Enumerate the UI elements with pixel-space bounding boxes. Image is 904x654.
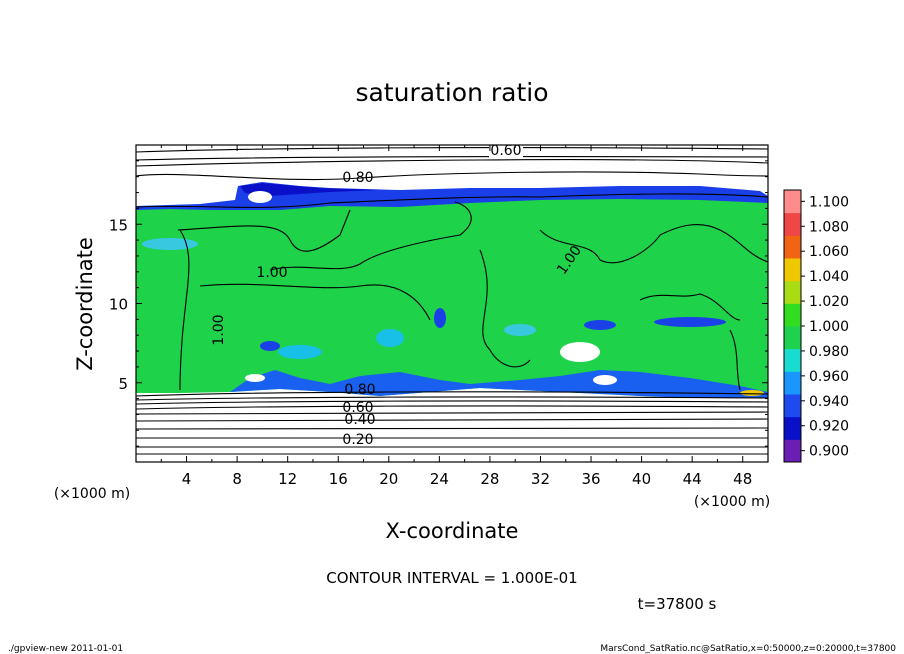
white-patch-3 [245,374,265,382]
heatmap-field: 0.600.801.001.001.000.800.600.400.20 [136,143,768,462]
blue-patch-3 [654,317,726,327]
blue-patch-2 [584,320,616,330]
x-tick-label: 28 [480,470,499,488]
colorbar-label: 1.040 [809,269,849,285]
x-tick-label: 4 [182,470,192,488]
blue-patch-1 [260,341,280,351]
colorbar-label: 0.920 [809,419,849,435]
contour-label: 0.40 [344,412,375,428]
contour-label-group: 0.60 [342,400,373,416]
footer-left: ./gpview-new 2011-01-01 [8,644,123,654]
colorbar-swatch [784,190,801,214]
contour-label: 1.00 [256,265,287,281]
contour-label: 0.20 [342,432,373,448]
contour-label-group: 0.80 [342,170,373,186]
blue-patch-4 [434,308,446,328]
white-patch-1 [560,342,600,362]
y-axis-unit: (×1000 m) [54,486,130,502]
colorbar-label: 1.000 [809,319,849,335]
colorbar-swatch [784,280,801,304]
white-patch-2 [593,375,617,385]
field-upper-band-dark [240,183,380,196]
x-tick-label: 20 [379,470,398,488]
colorbar-label: 1.020 [809,294,849,310]
cyan-patch-2 [278,345,322,359]
colorbar-swatch [784,371,801,395]
field-upper-gap [248,191,272,203]
colorbar-swatch [784,439,801,463]
x-tick-label: 16 [329,470,348,488]
x-tick-label: 32 [531,470,550,488]
colorbar-label: 1.100 [809,194,849,210]
contour-label-group: 1.00 [211,314,227,345]
y-axis-ticks: 5 10 15 [109,160,768,447]
contour-label-group: 0.40 [344,412,375,428]
colorbar-swatch [784,326,801,350]
x-tick-label: 24 [430,470,449,488]
contour-label-group: 0.80 [344,382,375,398]
colorbar-swatch [784,212,801,236]
contour-lines [136,147,768,455]
x-tick-label: 8 [232,470,242,488]
x-tick-label: 36 [581,470,600,488]
contour-labels: 0.600.801.001.001.000.800.600.400.20 [211,143,585,448]
y-axis-label: Z-coordinate [73,237,97,371]
colorbar-swatch [784,303,801,327]
time-note: t=37800 s [638,595,717,613]
x-tick-label: 12 [278,470,297,488]
contour-label-group: 1.00 [256,265,287,281]
colorbar: 0.900 0.920 0.940 0.960 0.980 1.000 1.020 1.040… [783,189,849,463]
cyan-patch-3 [376,329,404,347]
y-tick-label: 5 [118,375,128,393]
colorbar-label: 0.940 [809,394,849,410]
colorbar-swatch [784,235,801,259]
colorbar-label: 0.980 [809,344,849,360]
contour-label: 0.60 [342,400,373,416]
x-axis-ticks: 4 8 12 16 20 24 28 32 36 40 44 48 [160,145,752,488]
colorbar-swatch [784,348,801,372]
x-tick-label: 44 [683,470,702,488]
colorbar-swatch [784,416,801,440]
colorbar-label: 0.960 [809,369,849,385]
contour-label: 0.60 [490,143,521,159]
contour-label-bg [489,145,523,158]
x-tick-label: 40 [632,470,651,488]
yellow-patch [740,390,764,396]
contour-label: 1.00 [211,314,227,345]
contour-label: 0.80 [344,382,375,398]
cyan-patch-1 [142,238,198,250]
chart-title: saturation ratio [355,78,548,107]
colorbar-label: 1.060 [809,244,849,260]
contour-label-group: 0.20 [342,432,373,448]
colorbar-swatch [784,258,801,282]
contour-label-group: 0.60 [489,143,523,159]
x-axis-unit: (×1000 m) [694,494,770,510]
y-tick-label: 15 [109,216,128,234]
colorbar-label: 1.080 [809,219,849,235]
cyan-patch-4 [504,324,536,336]
colorbar-label: 0.900 [809,444,849,460]
x-axis-label: X-coordinate [386,519,519,543]
contour-interval-note: CONTOUR INTERVAL = 1.000E-01 [326,569,577,587]
contour-label: 0.80 [342,170,373,186]
colorbar-swatch [784,394,801,418]
y-tick-label: 10 [109,296,128,314]
field-lower-band [230,370,768,398]
x-tick-label: 48 [733,470,752,488]
footer-right: MarsCond_SatRatio.nc@SatRatio,x=0:50000,… [600,644,896,654]
